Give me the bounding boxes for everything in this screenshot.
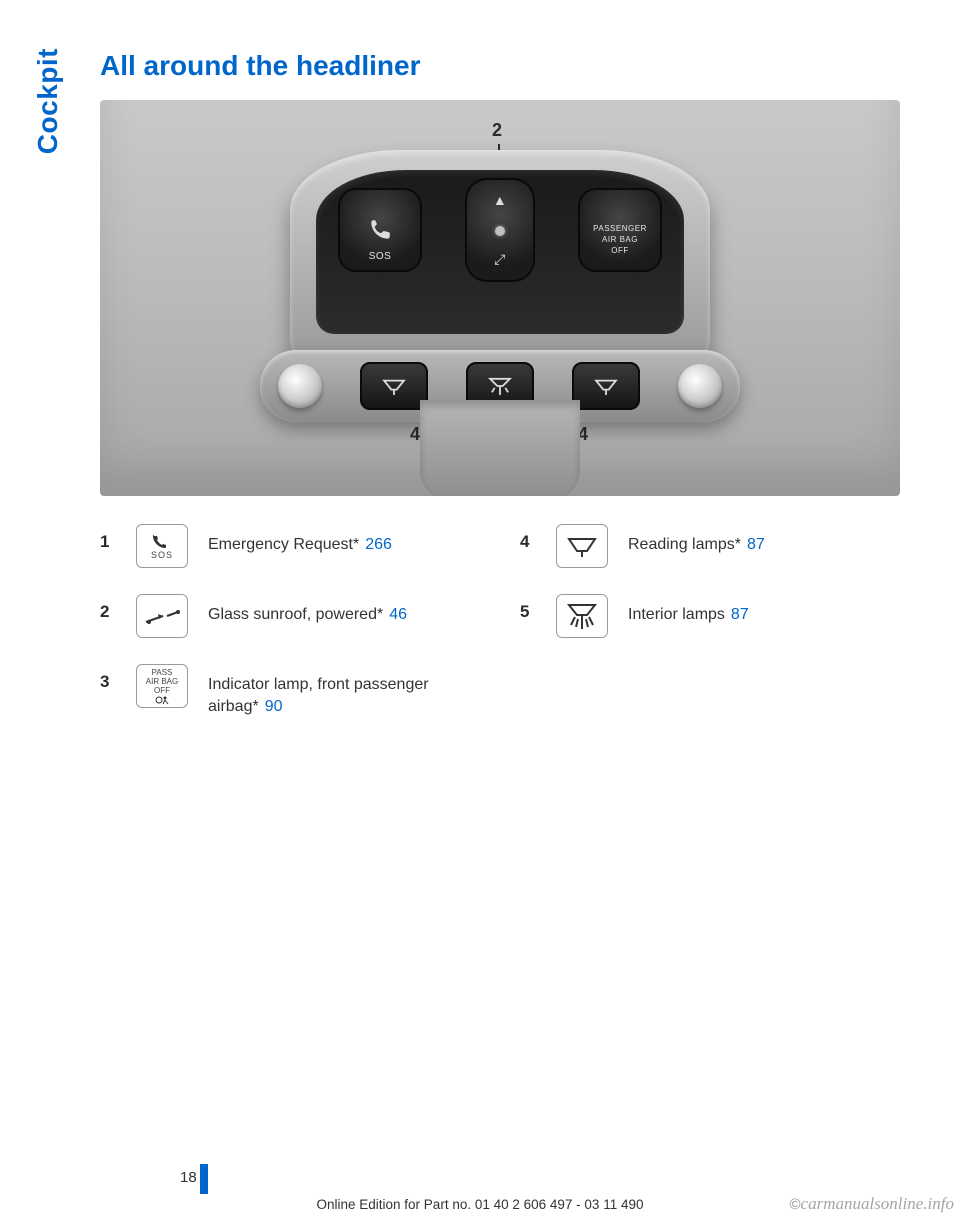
sunroof-icon: [143, 605, 181, 627]
watermark-text: carmanualsonline.info: [801, 1194, 954, 1213]
legend-text: Interior lamps 87: [628, 594, 900, 626]
airbag-line1: PASSENGER: [593, 223, 647, 234]
callout-2: 2: [492, 120, 502, 141]
legend-row: 5 Interior lamps 87: [520, 594, 900, 638]
legend-label: Interior lamps: [628, 606, 725, 623]
callout-4a: 4: [410, 424, 420, 445]
airbag-line3: OFF: [611, 245, 629, 256]
reading-lamp-icon: [381, 375, 408, 397]
interior-lamp-icon: [565, 601, 599, 631]
legend-num: 2: [100, 594, 122, 622]
console-pedestal: [420, 400, 580, 496]
interior-lamp-icon: [487, 375, 514, 397]
legend-row: 4 Reading lamps* 87: [520, 524, 900, 568]
legend-ref[interactable]: 90: [265, 698, 283, 715]
map-light-right: [678, 364, 722, 408]
airbag-tiny-3: OFF: [154, 686, 170, 695]
legend-icon-sos: SOS: [136, 524, 188, 568]
airbag-tiny-1: PASS: [152, 668, 173, 677]
airbag-pictogram-icon: [155, 695, 169, 705]
legend-ref[interactable]: 46: [389, 606, 407, 623]
sos-button: SOS: [338, 188, 422, 272]
page-number: 18: [180, 1169, 197, 1186]
overhead-console: SOS ▲ ⤢ PASSENGER AIR BAG OFF: [290, 150, 710, 360]
legend-row: 1 SOS Emergency Request* 266: [100, 524, 480, 568]
legend-icon-interior: [556, 594, 608, 638]
legend-num: 1: [100, 524, 122, 552]
legend-icon-reading: [556, 524, 608, 568]
legend-icon-airbag: PASS AIR BAG OFF: [136, 664, 188, 708]
page-number-bar: [200, 1164, 208, 1194]
console-led: [495, 226, 505, 236]
legend-icon-sunroof: [136, 594, 188, 638]
reading-lamp-left: [360, 362, 428, 410]
page: Cockpit All around the headliner 2 1 3 4…: [0, 0, 960, 1222]
legend-num: 5: [520, 594, 542, 622]
legend-label: Emergency Request*: [208, 536, 359, 553]
map-light-left: [278, 364, 322, 408]
legend: 1 SOS Emergency Request* 266 4 Reading la…: [100, 524, 900, 718]
legend-row: 3 PASS AIR BAG OFF Indicator lamp, front…: [100, 664, 480, 718]
legend-label: Indicator lamp, front passenger airbag*: [208, 676, 429, 715]
sunroof-slide-icon: ⤢: [494, 251, 506, 268]
page-title: All around the headliner: [100, 50, 900, 82]
legend-num: 4: [520, 524, 542, 552]
sos-label: SOS: [369, 251, 392, 262]
legend-label: Reading lamps*: [628, 536, 741, 553]
airbag-indicator: PASSENGER AIR BAG OFF: [578, 188, 662, 272]
side-tab-cockpit: Cockpit: [32, 48, 64, 154]
console-frame: SOS ▲ ⤢ PASSENGER AIR BAG OFF: [290, 150, 710, 360]
reading-lamp-icon: [565, 533, 599, 559]
legend-ref[interactable]: 266: [365, 536, 392, 553]
watermark: ©carmanualsonline.info: [789, 1194, 954, 1214]
airbag-tiny-2: AIR BAG: [146, 677, 178, 686]
legend-text: Emergency Request* 266: [208, 524, 480, 556]
legend-text: Glass sunroof, powered* 46: [208, 594, 480, 626]
legend-label: Glass sunroof, powered*: [208, 606, 383, 623]
headliner-figure: 2 1 3 4 5 4 SOS ▲: [100, 100, 900, 496]
reading-lamp-right: [572, 362, 640, 410]
sos-text: SOS: [151, 551, 173, 560]
sunroof-switch: ▲ ⤢: [465, 178, 535, 282]
legend-ref[interactable]: 87: [731, 606, 749, 623]
legend-ref[interactable]: 87: [747, 536, 765, 553]
sunroof-up-icon: ▲: [493, 192, 507, 208]
legend-num: 3: [100, 664, 122, 692]
reading-lamp-icon: [593, 375, 620, 397]
legend-text: Reading lamps* 87: [628, 524, 900, 556]
phone-icon: [150, 533, 174, 551]
console-inner: SOS ▲ ⤢ PASSENGER AIR BAG OFF: [316, 170, 684, 334]
legend-row: 2 Glass sunroof, powered* 46: [100, 594, 480, 638]
phone-icon: [367, 217, 393, 243]
legend-text: Indicator lamp, front passenger airbag*9…: [208, 664, 480, 718]
airbag-line2: AIR BAG: [602, 234, 638, 245]
